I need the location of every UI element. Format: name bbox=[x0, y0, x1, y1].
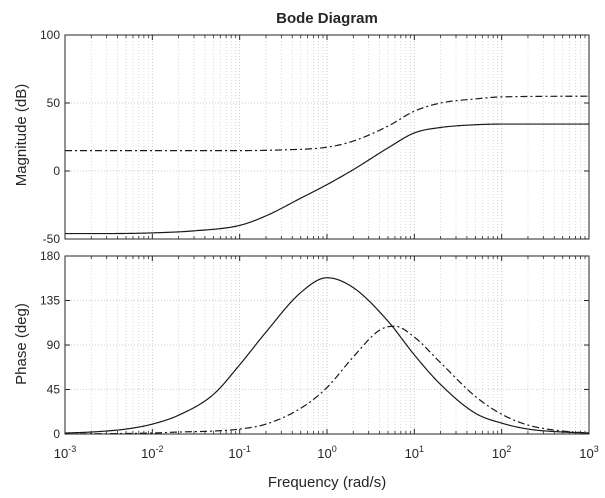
phase-y-tick-label: 0 bbox=[53, 427, 60, 441]
phase-y-tick-label: 45 bbox=[47, 383, 61, 397]
magnitude-series-solid-line bbox=[65, 123, 589, 235]
x-tick-label: 10-1 bbox=[228, 444, 250, 461]
x-tick-label: 101 bbox=[405, 444, 424, 461]
magnitude-y-tick-label: 50 bbox=[47, 96, 61, 110]
phase-series-dashdot-line bbox=[64, 325, 590, 435]
chart-title: Bode Diagram bbox=[276, 10, 378, 27]
magnitude-y-tick-label: 100 bbox=[40, 28, 60, 42]
x-tick-label: 100 bbox=[317, 444, 336, 461]
x-tick-label: 102 bbox=[492, 444, 511, 461]
phase-y-tick-label: 90 bbox=[47, 338, 61, 352]
x-axis-label: Frequency (rad/s) bbox=[268, 474, 386, 491]
x-tick-label: 103 bbox=[579, 444, 598, 461]
phase-ylabel: Phase (deg) bbox=[13, 303, 30, 385]
phase-series-solid-line bbox=[64, 277, 590, 434]
magnitude-y-tick-label: 0 bbox=[53, 164, 60, 178]
magnitude-series-dashdot-line bbox=[65, 95, 590, 152]
x-tick-label: 10-2 bbox=[141, 444, 163, 461]
magnitude-y-tick-label: -50 bbox=[43, 232, 61, 246]
phase-y-tick-label: 135 bbox=[40, 294, 60, 308]
magnitude-ylabel: Magnitude (dB) bbox=[13, 84, 30, 187]
x-tick-label: 10-3 bbox=[54, 444, 76, 461]
phase-y-tick-label: 180 bbox=[40, 249, 60, 263]
